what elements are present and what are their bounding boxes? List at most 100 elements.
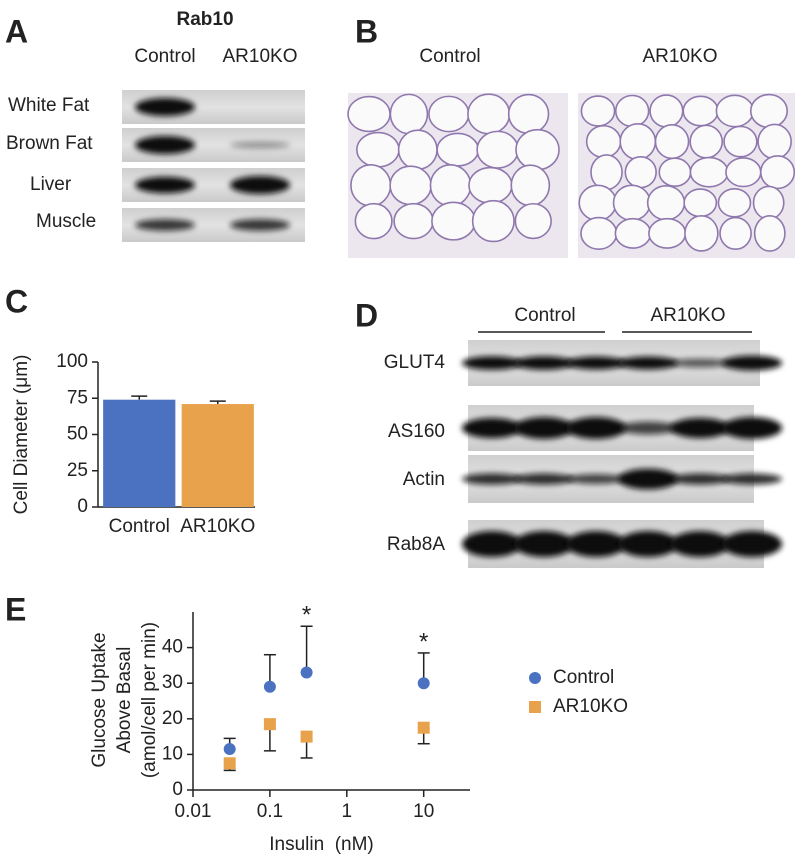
column-label: Control	[419, 46, 480, 67]
cell	[753, 214, 786, 252]
y-tick-label: 40	[162, 637, 183, 658]
band	[230, 176, 290, 194]
y-tick-label: 100	[56, 351, 88, 372]
band	[722, 355, 782, 371]
cell	[619, 123, 657, 161]
x-tick-label: 10	[413, 801, 434, 822]
y-axis-label: Above Basal	[114, 647, 135, 754]
x-tick-label: AR10KO	[180, 516, 255, 537]
x-tick-label: 1	[342, 801, 353, 822]
cell	[717, 187, 752, 218]
panel-label: A	[5, 13, 28, 49]
row-label: Actin	[403, 469, 445, 490]
band	[566, 474, 626, 484]
row-label: Muscle	[36, 211, 96, 232]
band	[618, 531, 678, 557]
y-tick-label: 25	[67, 460, 88, 481]
marker	[300, 730, 313, 743]
marker	[300, 666, 313, 679]
band	[722, 417, 782, 439]
band	[670, 358, 730, 368]
cell	[683, 188, 718, 218]
cell	[354, 202, 393, 240]
band	[722, 531, 782, 557]
band	[462, 417, 522, 439]
cell	[658, 157, 692, 188]
band	[618, 468, 678, 490]
cell	[649, 94, 684, 128]
band	[135, 136, 195, 154]
cell	[580, 216, 618, 250]
cell	[725, 157, 762, 188]
marker	[417, 721, 430, 734]
row-label: White Fat	[8, 95, 90, 116]
significance: *	[302, 602, 311, 629]
cell	[510, 164, 551, 207]
panel-label: C	[5, 283, 28, 319]
marker	[223, 743, 236, 756]
legend-marker	[529, 701, 541, 713]
y-tick-label: 10	[162, 743, 183, 764]
band	[230, 219, 290, 231]
band	[135, 98, 195, 116]
cell	[471, 199, 515, 243]
x-axis-label: Insulin (nM)	[269, 834, 374, 855]
cell	[719, 216, 752, 250]
cell	[585, 124, 622, 159]
y-axis-label: Glucose Uptake	[89, 632, 110, 767]
band	[618, 356, 678, 370]
cell	[389, 165, 432, 206]
band	[722, 473, 782, 485]
cell	[757, 123, 792, 160]
legend-label: Control	[553, 667, 614, 688]
band	[514, 356, 574, 370]
marker	[223, 757, 236, 770]
y-tick-label: 0	[77, 496, 88, 517]
cell	[580, 95, 616, 127]
cell	[356, 131, 400, 168]
cell	[467, 93, 511, 135]
cell	[752, 185, 785, 220]
y-tick-label: 20	[162, 708, 183, 729]
cell	[350, 163, 392, 207]
cell	[759, 155, 796, 190]
band	[462, 356, 522, 370]
cell	[578, 184, 617, 222]
panel-label: E	[5, 591, 26, 627]
cell	[428, 95, 470, 133]
band	[566, 356, 626, 370]
cell	[682, 95, 719, 127]
band	[514, 473, 574, 485]
cell	[476, 130, 519, 169]
layout	[122, 90, 796, 568]
panel-label: B	[355, 13, 378, 49]
panel-label: D	[355, 297, 378, 333]
group-label: Control	[514, 305, 575, 326]
row-label: GLUT4	[384, 352, 446, 373]
group-label: AR10KO	[651, 305, 726, 326]
significance: *	[419, 628, 428, 655]
cell	[590, 154, 623, 191]
cell	[514, 202, 552, 240]
y-axis-label: Cell Diameter (μm)	[11, 355, 32, 515]
blot-title: Rab10	[176, 9, 233, 30]
bar	[103, 399, 176, 507]
cell	[715, 94, 754, 128]
cell	[689, 124, 724, 159]
marker	[417, 677, 430, 690]
row-label: AS160	[388, 421, 445, 442]
marker	[263, 718, 276, 731]
cell	[646, 185, 686, 221]
cell	[507, 93, 550, 135]
band	[230, 141, 290, 149]
row-label: Liver	[30, 174, 72, 195]
y-tick-label: 30	[162, 672, 183, 693]
cell	[515, 128, 560, 171]
legend-label: AR10KO	[553, 696, 628, 717]
x-tick-label: 0.1	[257, 801, 283, 822]
band	[618, 421, 678, 435]
y-axis-label: (amol/cell per min)	[139, 622, 160, 778]
cell	[431, 201, 476, 241]
bar	[181, 404, 254, 507]
marker	[263, 680, 276, 693]
